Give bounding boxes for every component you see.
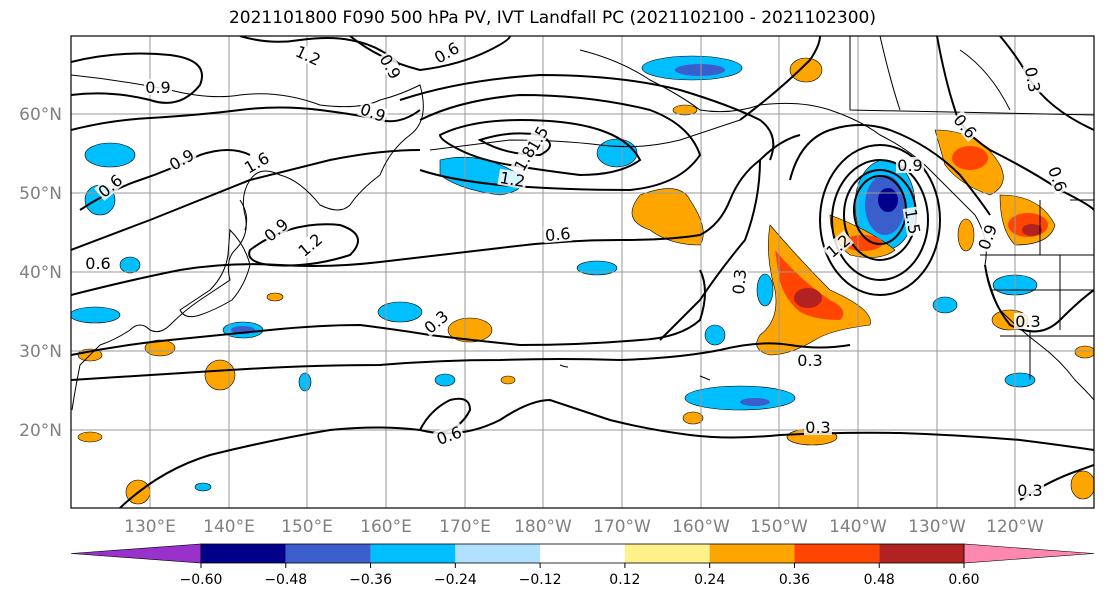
longitude-label: 140°E bbox=[203, 517, 255, 537]
longitude-label: 130°W bbox=[908, 517, 966, 537]
longitude-label: 170°W bbox=[593, 517, 651, 537]
colorbar-tick-label: −0.48 bbox=[264, 572, 307, 588]
contour-label: 0.9 bbox=[896, 156, 924, 175]
contour-label: 0.3 bbox=[1016, 481, 1044, 500]
svg-text:0.3: 0.3 bbox=[1017, 481, 1042, 500]
latitude-label: 50°N bbox=[19, 184, 62, 204]
colorbar-tick-label: −0.24 bbox=[434, 572, 477, 588]
longitude-label: 160°W bbox=[672, 517, 730, 537]
svg-text:1.2: 1.2 bbox=[498, 168, 526, 191]
colorbar-tick-label: −0.36 bbox=[349, 572, 392, 588]
longitude-label: 140°W bbox=[829, 517, 887, 537]
latitude-label: 60°N bbox=[19, 105, 62, 125]
colorbar-tick-label: −0.60 bbox=[180, 572, 223, 588]
colorbar-tick-label: 0.12 bbox=[609, 572, 640, 588]
contour-labels: 1.2 0.60.90.90.90.9 1.60.61.51.81.20.9 1.2 0… bbox=[84, 38, 1071, 500]
colorbar-segment bbox=[201, 544, 286, 563]
map-title: 2021101800 F090 500 hPa PV, IVT Landfall… bbox=[228, 8, 876, 28]
colorbar-segment bbox=[285, 544, 371, 563]
svg-text:0.6: 0.6 bbox=[544, 224, 571, 245]
colorbar-extend-high bbox=[963, 543, 1095, 564]
contour-label: 0.6 bbox=[84, 254, 112, 273]
contour-label: 0.3 bbox=[796, 351, 824, 370]
svg-text:0.3: 0.3 bbox=[1021, 65, 1044, 93]
coastlines bbox=[71, 36, 1094, 411]
svg-text:0.3: 0.3 bbox=[805, 418, 830, 437]
latitude-labels: 60°N 50°N 40°N 30°N 20°N bbox=[19, 105, 62, 441]
contour-label: 0.9 bbox=[144, 78, 172, 97]
colorbar-segment bbox=[624, 544, 710, 563]
svg-text:0.9: 0.9 bbox=[897, 156, 922, 175]
svg-text:0.6: 0.6 bbox=[85, 254, 110, 273]
colorbar-segment bbox=[709, 544, 795, 563]
longitude-label: 180°W bbox=[514, 517, 572, 537]
svg-text:0.3: 0.3 bbox=[1015, 312, 1040, 331]
colorbar-tick-label: 0.60 bbox=[948, 572, 979, 588]
contour-label: 0.3 bbox=[1014, 312, 1042, 331]
colorbar-segment bbox=[879, 544, 964, 563]
longitude-label: 170°E bbox=[439, 517, 491, 537]
longitude-label: 150°E bbox=[281, 517, 333, 537]
colorbar-segment bbox=[540, 544, 625, 563]
latitude-label: 40°N bbox=[19, 263, 62, 283]
map-border bbox=[70, 35, 1095, 509]
longitude-label: 150°W bbox=[750, 517, 808, 537]
latitude-label: 30°N bbox=[19, 342, 62, 362]
colorbar-tick-label: 0.48 bbox=[864, 572, 895, 588]
colorbar-segment bbox=[455, 544, 541, 563]
colorbar-segment bbox=[370, 544, 456, 563]
contour-label: 0.3 bbox=[804, 418, 832, 437]
colorbar-segment bbox=[794, 544, 880, 563]
longitude-labels: 130°E 140°E 150°E 160°E 170°E 180°W 170°W 160°W… bbox=[124, 517, 1044, 537]
latitude-label: 20°N bbox=[19, 421, 62, 441]
colorbar: −0.60 −0.48 −0.36 −0.24 −0.12 0.12 0.24 0.36 0.4… bbox=[70, 543, 1095, 588]
contour-label: 0.3 bbox=[1021, 64, 1044, 95]
svg-text:0.3: 0.3 bbox=[729, 268, 750, 295]
colorbar-tick-label: 0.36 bbox=[779, 572, 810, 588]
svg-text:0.3: 0.3 bbox=[797, 351, 822, 370]
contour-label: 0.6 bbox=[543, 224, 573, 245]
contour-label: 1.2 bbox=[497, 168, 528, 191]
longitude-label: 130°E bbox=[124, 517, 176, 537]
colorbar-tick-label: 0.24 bbox=[694, 572, 725, 588]
svg-text:1.5: 1.5 bbox=[901, 207, 924, 235]
colorbar-tick-label: −0.12 bbox=[519, 572, 562, 588]
longitude-label: 160°E bbox=[360, 517, 412, 537]
contour-label: 1.5 bbox=[901, 206, 924, 237]
longitude-label: 120°W bbox=[986, 517, 1044, 537]
colorbar-extend-low bbox=[70, 543, 202, 564]
svg-text:0.9: 0.9 bbox=[145, 78, 170, 97]
contour-label: 0.3 bbox=[729, 267, 750, 297]
